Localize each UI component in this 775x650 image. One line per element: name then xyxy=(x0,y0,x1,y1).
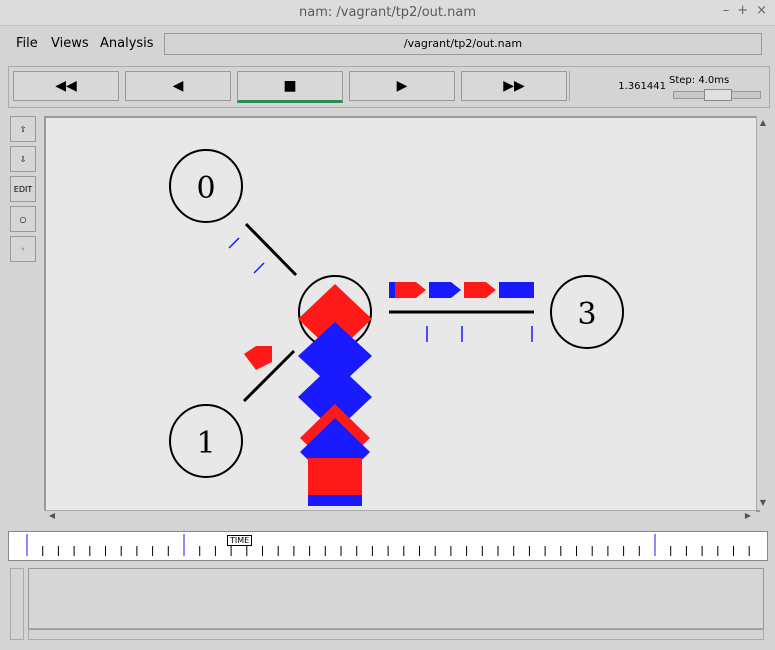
step-back-button[interactable]: ◀ xyxy=(125,71,231,101)
rewind-button[interactable]: ◀◀ xyxy=(13,71,119,101)
slider-thumb[interactable] xyxy=(704,89,732,101)
timeline-label: TIME xyxy=(227,535,253,546)
annotation-panel xyxy=(28,568,764,630)
timeline-ticks xyxy=(26,534,750,556)
panel-horizontal-scrollbar[interactable] xyxy=(28,628,764,640)
window-titlebar: nam: /vagrant/tp2/out.nam – + × xyxy=(0,0,775,26)
window-buttons: – + × xyxy=(723,3,767,18)
scroll-down-icon[interactable]: ▼ xyxy=(759,498,767,507)
circle-small-icon[interactable]: ◦ xyxy=(10,236,36,262)
playback-controls: ◀◀ ◀ ■ ▶ ▶▶ 1.361441 Step: 4.0ms xyxy=(8,66,770,108)
window-title: nam: /vagrant/tp2/out.nam xyxy=(299,5,476,20)
maximize-button[interactable]: + xyxy=(737,3,749,18)
step-label: Step: 4.0ms xyxy=(669,75,730,86)
link-1-2 xyxy=(242,349,296,403)
timeline[interactable]: TIME xyxy=(8,531,768,561)
ack-mark xyxy=(228,237,240,249)
menubar: File Views Analysis xyxy=(8,30,768,58)
step-slider[interactable] xyxy=(673,89,761,101)
node-3-label: 3 xyxy=(577,297,596,332)
menu-analysis[interactable]: Analysis xyxy=(100,36,154,51)
queue-packet xyxy=(298,322,372,390)
menu-views[interactable]: Views xyxy=(51,36,89,51)
queue-packet xyxy=(298,284,372,354)
vertical-scrollbar[interactable]: ▲ ▼ xyxy=(756,116,769,510)
close-button[interactable]: × xyxy=(756,3,767,18)
packet xyxy=(499,282,534,298)
scroll-up-icon[interactable]: ▲ xyxy=(759,118,767,127)
edit-button[interactable]: EDIT xyxy=(10,176,36,202)
network-graph: 0 1 3 xyxy=(169,149,624,506)
link-0-2 xyxy=(244,222,298,277)
stop-button[interactable]: ■ xyxy=(237,71,343,103)
path-display: /vagrant/tp2/out.nam xyxy=(164,33,762,55)
horizontal-scrollbar[interactable]: ◀ ▶ xyxy=(44,510,756,521)
packet xyxy=(244,346,272,370)
node-0 xyxy=(169,149,243,223)
scroll-left-icon[interactable]: ◀ xyxy=(48,511,56,520)
play-button[interactable]: ▶ xyxy=(349,71,455,101)
packet xyxy=(464,282,496,298)
packet xyxy=(389,282,395,298)
zoom-in-icon[interactable]: ⇧ xyxy=(10,116,36,142)
queue-packet xyxy=(298,362,372,432)
node-3 xyxy=(550,275,624,349)
scroll-right-icon[interactable]: ▶ xyxy=(744,511,752,520)
animation-canvas[interactable]: 0 1 3 xyxy=(44,116,760,512)
packet xyxy=(395,282,426,298)
node-1 xyxy=(169,404,243,478)
ack-mark xyxy=(253,262,265,274)
packet xyxy=(429,282,461,298)
minimize-button[interactable]: – xyxy=(722,3,730,18)
tool-column: ⇧ ⇩ EDIT ○ ◦ xyxy=(10,116,38,268)
queue-packet xyxy=(308,495,362,506)
circle-large-icon[interactable]: ○ xyxy=(10,206,36,232)
node-1-label: 1 xyxy=(196,426,215,461)
panel-vertical-scrollbar[interactable] xyxy=(10,568,24,640)
step-control: Step: 4.0ms xyxy=(665,69,765,103)
node-0-label: 0 xyxy=(196,171,215,206)
menu-file[interactable]: File xyxy=(16,36,38,51)
queue-packet xyxy=(308,458,362,495)
zoom-out-icon[interactable]: ⇩ xyxy=(10,146,36,172)
fast-forward-button[interactable]: ▶▶ xyxy=(461,71,567,101)
time-display: 1.361441 xyxy=(569,71,672,101)
